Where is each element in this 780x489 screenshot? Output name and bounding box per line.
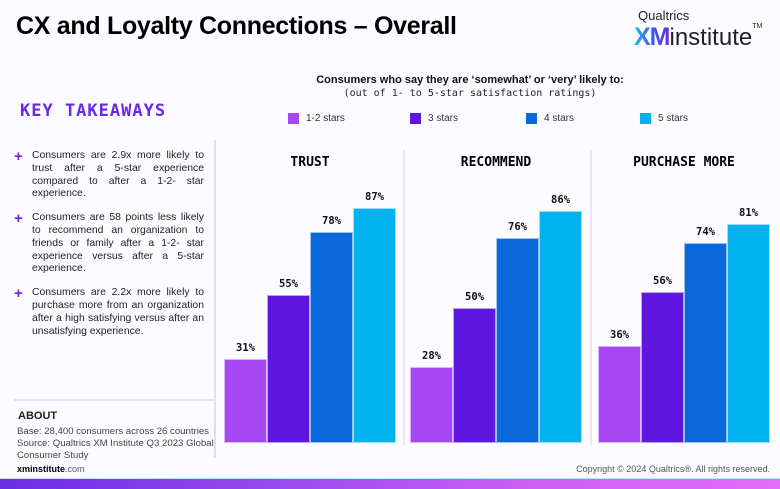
bar <box>496 237 539 443</box>
about-heading: ABOUT <box>18 410 58 422</box>
bar <box>598 345 641 443</box>
legend-item-5-stars: 5 stars <box>640 113 688 124</box>
bar-data-label: 50% <box>465 291 484 303</box>
legend-label: 4 stars <box>544 113 575 124</box>
site-bold: xminstitute <box>17 464 66 474</box>
bar-data-label: 56% <box>653 274 672 287</box>
panel-divider <box>590 150 592 445</box>
bar-data-label: 76% <box>508 220 527 233</box>
legend-swatch <box>526 113 537 124</box>
qualtrics-xm-institute-logo: Qualtrics XMinstituteTM <box>634 8 762 52</box>
plus-icon: + <box>14 210 23 228</box>
category-title: RECOMMEND <box>460 155 532 170</box>
bar <box>353 208 396 443</box>
legend-label: 5 stars <box>658 113 689 124</box>
key-takeaways-heading: KEY TAKEAWAYS <box>20 101 167 121</box>
bar <box>453 308 496 443</box>
panel-divider <box>403 150 405 445</box>
legend-swatch <box>410 113 421 124</box>
takeaway-item: + Consumers are 2.2x more likely to purch… <box>14 285 204 338</box>
takeaway-text: Consumers are 2.9x more likely to trust … <box>32 150 204 200</box>
copyright: Copyright © 2024 Qualtrics®. All rights … <box>576 464 770 474</box>
bar <box>267 294 310 443</box>
bar-data-label: 81% <box>739 207 758 220</box>
site-link[interactable]: xminstitute.com <box>17 464 85 474</box>
bar-data-label: 86% <box>551 193 570 206</box>
bar-data-label: 36% <box>610 328 629 341</box>
legend-item-1-2-stars: 1-2 stars <box>288 113 345 124</box>
bar-data-label: 74% <box>696 226 715 239</box>
left-panel-divider <box>214 140 216 458</box>
plus-icon: + <box>14 285 23 303</box>
logo-tm: TM <box>752 23 763 30</box>
takeaway-item: + Consumers are 2.9x more likely to trust… <box>14 148 204 201</box>
legend-swatch <box>288 113 299 124</box>
chart-subtitle: (out of 1- to 5-star satisfaction rating… <box>343 88 597 99</box>
bar-data-label: 78% <box>322 215 341 228</box>
bar-data-label: 87% <box>365 191 384 204</box>
legend-label: 3 stars <box>428 113 459 124</box>
takeaway-text: Consumers are 58 points less likely to r… <box>32 212 204 275</box>
takeaway-item: + Consumers are 58 points less likely to … <box>14 210 204 276</box>
bar <box>727 224 770 443</box>
category-title: TRUST <box>290 155 330 170</box>
takeaways-list: + Consumers are 2.9x more likely to trust… <box>14 148 204 349</box>
logo-xm: XM <box>634 23 670 51</box>
about-divider <box>14 399 215 401</box>
logo-institute: institute <box>669 24 753 51</box>
bar-data-label: 28% <box>422 350 441 363</box>
bar <box>310 232 353 443</box>
legend-label: 1-2 stars <box>306 113 345 124</box>
logo-qualtrics: Qualtrics <box>638 8 690 23</box>
chart-title: Consumers who say they are ‘somewhat’ or… <box>316 74 624 86</box>
bar <box>539 210 582 443</box>
legend-item-4-stars: 4 stars <box>526 113 574 124</box>
page-title: CX and Loyalty Connections – Overall <box>16 12 457 40</box>
about-text: Base: 28,400 consumers across 26 countri… <box>17 426 214 461</box>
bar <box>224 359 267 443</box>
bar <box>410 367 453 443</box>
plus-icon: + <box>14 148 23 165</box>
bar <box>684 243 727 443</box>
bottom-gradient-bar <box>0 478 780 489</box>
takeaway-text: Consumers are 2.2x more likely to purcha… <box>32 287 204 337</box>
bar-data-label: 55% <box>279 277 298 290</box>
bar <box>641 291 684 443</box>
site-rest: .com <box>65 464 85 474</box>
legend-swatch <box>640 113 651 124</box>
legend-item-3-stars: 3 stars <box>410 113 458 124</box>
category-title: PURCHASE MORE <box>633 155 735 170</box>
bar-data-label: 31% <box>236 342 255 355</box>
